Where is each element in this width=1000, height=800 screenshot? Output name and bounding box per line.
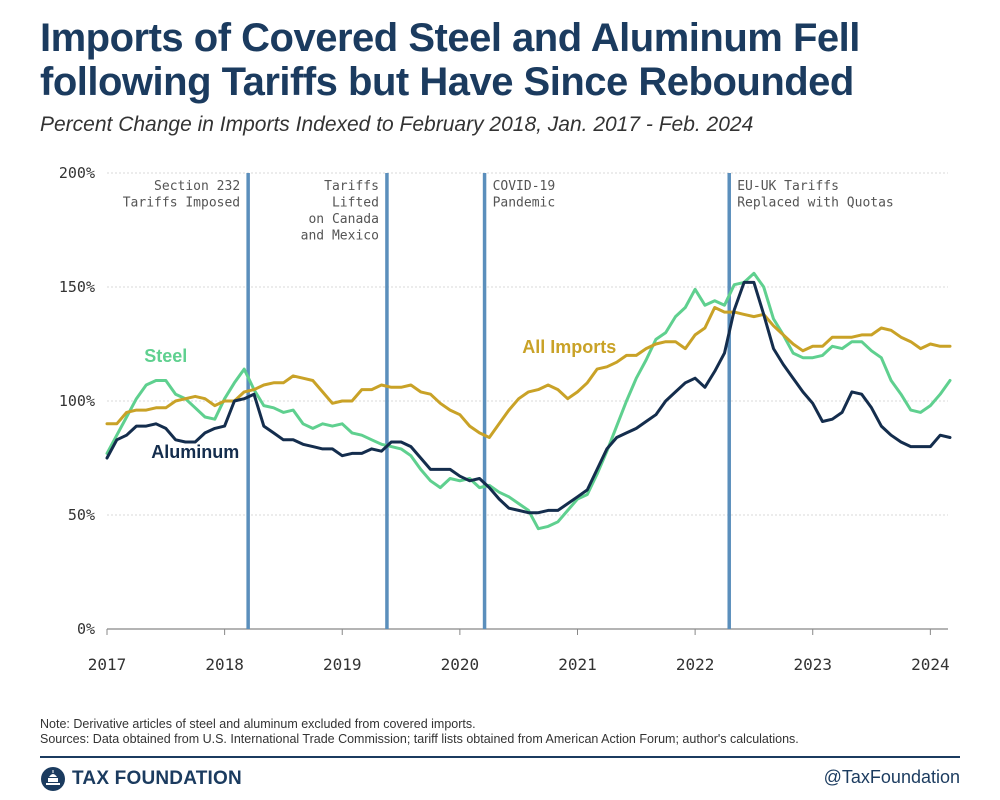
series-line-all-imports — [105, 306, 952, 439]
event-annotation-line: COVID-19 — [493, 179, 556, 194]
event-annotation-line: Tariffs — [324, 179, 379, 194]
event-annotation-line: Pandemic — [493, 196, 556, 211]
series-label-aluminum: Aluminum — [151, 442, 239, 462]
x-tick-label: 2017 — [88, 655, 127, 674]
event-annotation: EU-UK Tariffs Replaced with Quotas — [737, 179, 894, 211]
social-handle[interactable]: @TaxFoundation — [823, 767, 960, 787]
series-line-steel — [105, 271, 952, 531]
chart-sources: Sources: Data obtained from U.S. Interna… — [40, 732, 799, 746]
y-tick-label: 100% — [59, 392, 95, 410]
footer-divider — [40, 756, 960, 758]
series-label-all-imports: All Imports — [522, 337, 616, 357]
chart-note: Note: Derivative articles of steel and a… — [40, 717, 476, 731]
x-tick-label: 2018 — [205, 655, 244, 674]
x-tick-label: 2023 — [793, 655, 832, 674]
y-tick-label: 0% — [77, 620, 95, 638]
capitol-dome-icon — [41, 767, 65, 791]
x-tick-label: 2019 — [323, 655, 362, 674]
event-annotation: COVID-19 Pandemic — [493, 179, 556, 211]
series-line-aluminum — [105, 280, 952, 515]
event-annotation-line: Section 232 — [154, 179, 240, 194]
event-annotation-line: Tariffs Imposed — [123, 196, 240, 211]
chart-title: Imports of Covered Steel and Aluminum Fe… — [40, 16, 860, 104]
y-tick-label: 200% — [59, 164, 95, 182]
line-chart: 0% 50% 100% 150% 200% 2017 2018 2019 2020 2021 202… — [59, 164, 952, 674]
y-tick-label: 150% — [59, 278, 95, 296]
x-tick-label: 2020 — [441, 655, 480, 674]
event-annotation-line: Replaced with Quotas — [737, 196, 894, 211]
brand-name: TAX FOUNDATION — [72, 768, 242, 789]
x-tick-label: 2024 — [911, 655, 950, 674]
event-annotation-line: and Mexico — [301, 229, 379, 244]
x-tick-label: 2022 — [676, 655, 715, 674]
event-annotation-line: Lifted — [332, 196, 379, 211]
brand-logo[interactable]: TAX FOUNDATION — [40, 766, 242, 792]
series-label-steel: Steel — [144, 346, 187, 366]
event-annotation-line: on Canada — [308, 212, 378, 227]
event-annotation: Section 232 Tariffs Imposed — [123, 179, 240, 211]
event-annotation-line: EU-UK Tariffs — [737, 179, 839, 194]
x-tick-label: 2021 — [558, 655, 597, 674]
y-tick-label: 50% — [68, 506, 95, 524]
chart-subtitle: Percent Change in Imports Indexed to Feb… — [40, 113, 754, 136]
event-annotation: Tariffs Lifted on Canada and Mexico — [301, 179, 379, 244]
